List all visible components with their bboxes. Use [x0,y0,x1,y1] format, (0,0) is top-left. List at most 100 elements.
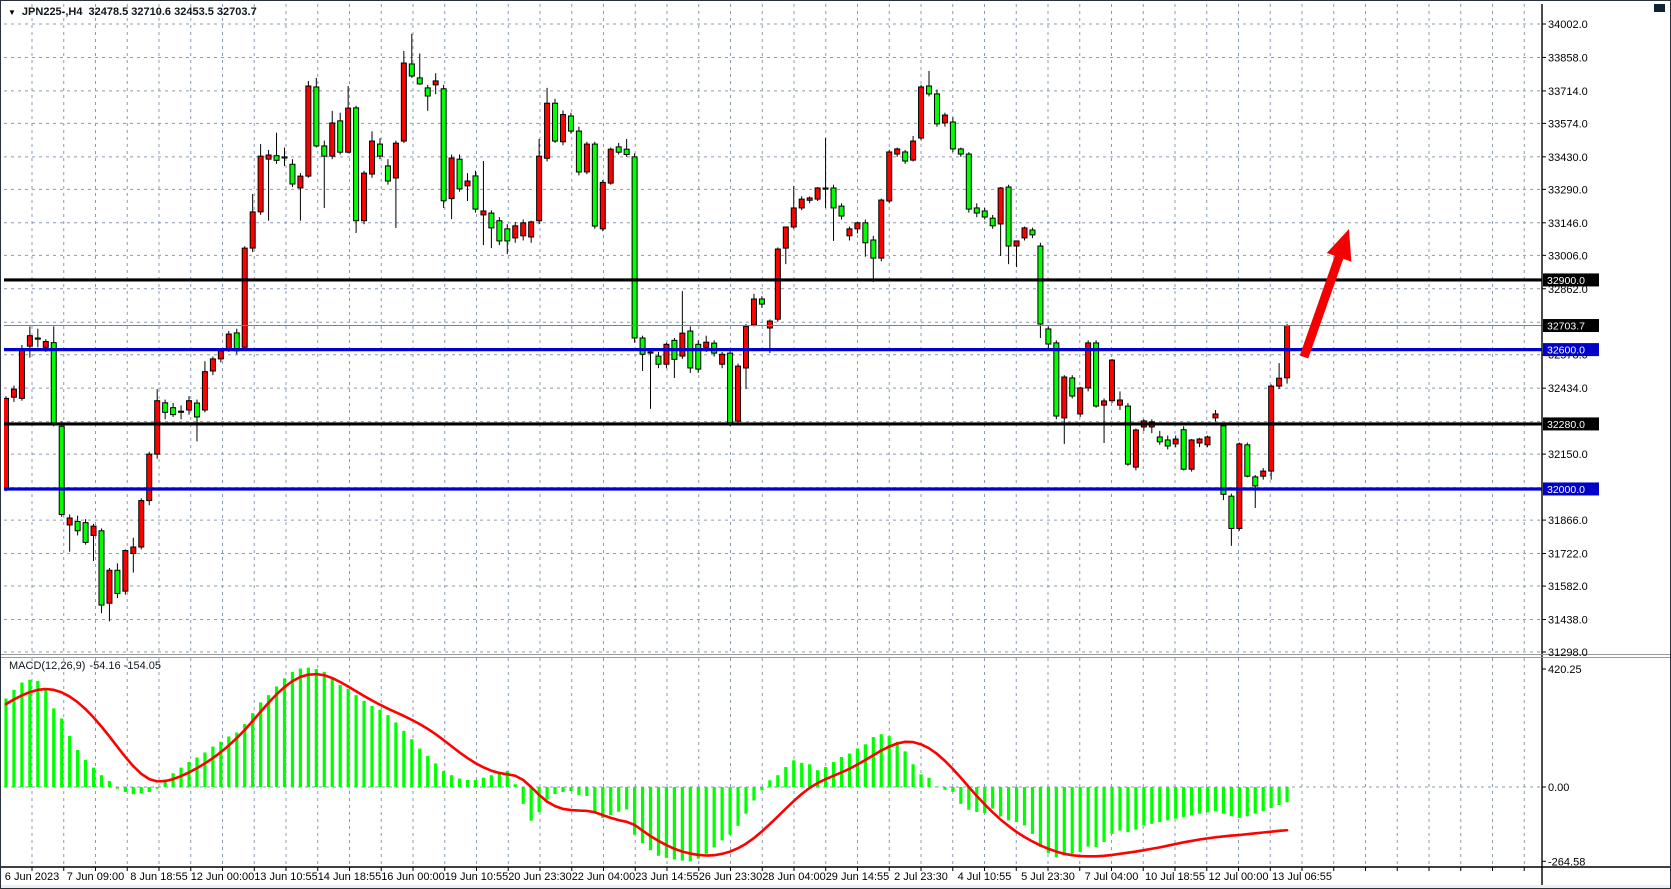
macd-histogram-bar [1022,787,1027,826]
price-tick-label: 31722.0 [1548,549,1588,561]
macd-tick-label: 0.00 [1548,782,1569,794]
candle-bear [1029,229,1036,236]
macd-pane[interactable] [4,658,1542,867]
time-label: 7 Jun 09:00 [67,871,125,883]
macd-histogram-bar [593,787,597,813]
candle-bear [1124,405,1131,465]
candle-bull [997,187,1004,225]
candle-bull [1077,387,1084,415]
candle-bull [941,114,948,124]
candle-bull [241,247,248,348]
candle-bear [488,212,495,229]
time-label: 14 Jun 18:55 [318,871,382,883]
candle-bull [26,335,33,347]
macd-histogram-bar [274,686,279,787]
svg-text:32900.0: 32900.0 [1547,275,1585,287]
candle-bear [273,155,280,161]
macd-histogram-bar [640,787,645,844]
macd-histogram-bar [457,778,462,787]
trend-arrow-shaft[interactable] [1299,248,1346,359]
candle-bear [1252,476,1259,487]
candle-bull [392,142,399,179]
macd-histogram-bar [20,682,24,787]
macd-histogram-bar [967,787,971,810]
candle-bull [910,140,917,161]
time-label: 10 Jul 18:55 [1145,871,1205,883]
macd-histogram-bar [306,667,310,787]
candle-bull [1061,376,1068,419]
candle-bull [798,198,805,209]
time-label: 12 Jun 00:00 [191,871,255,883]
price-badge: 32703.7 [1543,319,1599,333]
window-corner-glyph[interactable] [1654,4,1665,12]
macd-histogram-bar [792,760,796,787]
candle-bull [647,351,654,354]
macd-histogram-bar [521,787,525,804]
candle-bull [735,365,742,422]
macd-histogram-bar [887,736,891,787]
candle-bull [1204,436,1211,446]
time-axis-scale[interactable] [4,868,1542,885]
macd-histogram-bar [688,787,692,862]
macd-histogram-bar [999,787,1003,817]
candle-bull [679,332,686,357]
macd-histogram-bar [871,737,875,787]
macd-histogram-bar [513,784,517,787]
trend-arrow-head[interactable] [1326,229,1352,262]
candle-bear [830,187,837,209]
macd-histogram-bar [219,741,223,787]
candle-bear [1156,436,1163,443]
macd-histogram-bar [52,708,56,787]
price-badge: 32280.0 [1543,417,1599,431]
candle-bear [408,63,415,77]
horizontal-gridlines [4,23,1542,788]
candle-bull [361,172,368,222]
time-label: 4 Jul 10:55 [958,871,1012,883]
macd-histogram-bar [1142,787,1146,826]
macd-tick-label: -264.58 [1548,856,1585,868]
svg-text:32600.0: 32600.0 [1547,345,1585,357]
macd-signal-line [4,672,1289,858]
candle-bear [902,151,909,162]
price-tick-label: 33146.0 [1548,218,1588,230]
macd-histogram-bar [83,760,88,787]
macd-histogram-bar [672,787,676,860]
price-axis-scale[interactable] [1543,4,1671,885]
price-tick-label: 33574.0 [1548,118,1588,130]
time-label: 26 Jun 23:30 [699,871,763,883]
macd-histogram-bar [1038,787,1043,848]
candle-bull [201,371,208,411]
candle-bull [886,151,893,202]
candle-bear [933,93,940,125]
macd-histogram-bar [12,689,16,787]
macd-histogram-bar [935,786,939,788]
macd-histogram-bar [1277,787,1281,805]
candle-bear [353,107,360,222]
candle-bear [989,217,996,227]
candle-bull [918,86,925,139]
macd-histogram-bar [1229,787,1233,817]
macd-histogram-bar [211,746,215,787]
macd-histogram-bar [744,787,748,814]
candle-bull [1268,385,1275,472]
macd-histogram-bar [68,735,72,787]
candle-bear [758,298,765,305]
macd-histogram-bar [1182,787,1186,818]
candle-bear [1005,186,1012,247]
symbol-dropdown-icon[interactable]: ▼ [8,7,16,17]
main-chart-pane[interactable] [4,4,1542,653]
macd-histogram-bar [680,787,684,861]
macd-histogram-bar [823,767,828,787]
macd-histogram-bar [505,770,509,787]
macd-histogram-bar [489,775,493,787]
macd-histogram-bar [370,705,374,787]
macd-histogram-bar [752,787,756,801]
macd-histogram-bar [1221,787,1226,814]
candle-bull [186,400,193,411]
candle-bear [822,187,829,190]
candle-bear [973,207,980,214]
time-label: 22 Jun 04:00 [572,871,636,883]
